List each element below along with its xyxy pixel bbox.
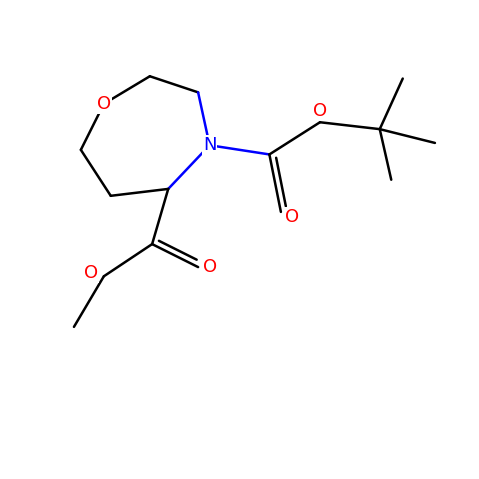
Text: O: O (313, 102, 327, 120)
Text: O: O (84, 263, 98, 282)
Text: O: O (97, 95, 111, 113)
Text: O: O (285, 207, 299, 226)
Text: O: O (203, 258, 217, 276)
Text: N: N (203, 136, 217, 154)
